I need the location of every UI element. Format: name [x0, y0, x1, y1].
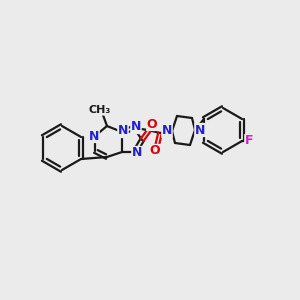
Text: N: N [118, 124, 128, 137]
Text: F: F [245, 134, 253, 148]
Text: N: N [132, 146, 142, 160]
Text: O: O [150, 145, 160, 158]
Text: N: N [162, 124, 172, 137]
Text: O: O [147, 118, 157, 130]
Text: N: N [195, 124, 205, 136]
Text: CH₃: CH₃ [89, 105, 111, 115]
Text: N: N [131, 121, 141, 134]
Text: N: N [89, 130, 99, 142]
